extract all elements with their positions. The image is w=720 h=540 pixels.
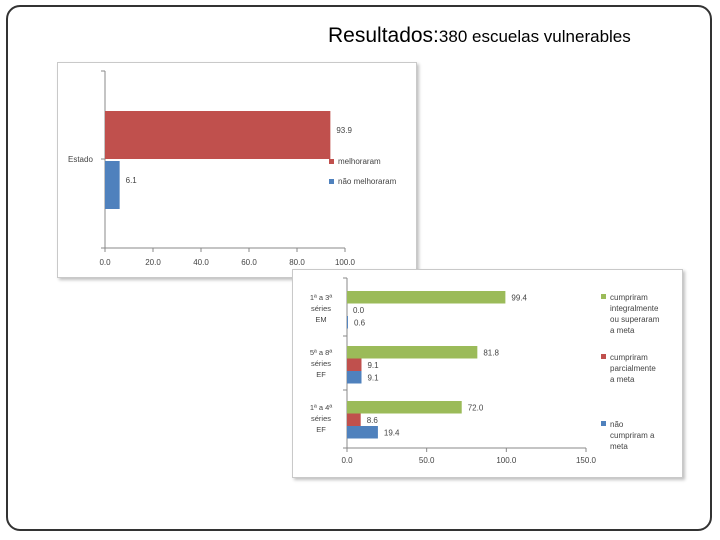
legend-label: a meta xyxy=(610,326,635,335)
category-label: 1ª a 4ª xyxy=(310,403,332,412)
x-tick-label: 0.0 xyxy=(341,456,353,465)
data-label: 93.9 xyxy=(336,126,352,135)
data-label: 9.1 xyxy=(367,374,379,383)
category-label: 5ª a 8ª xyxy=(310,348,332,357)
x-tick-label: 80.0 xyxy=(289,258,305,267)
x-tick-label: 60.0 xyxy=(241,258,257,267)
data-label: 9.1 xyxy=(367,361,379,370)
legend-label: cumpriram xyxy=(610,293,648,302)
category-label: EF xyxy=(316,370,326,379)
x-tick-label: 100.0 xyxy=(496,456,517,465)
x-tick-label: 40.0 xyxy=(193,258,209,267)
x-tick-label: 50.0 xyxy=(419,456,435,465)
category-label: séries xyxy=(311,359,331,368)
data-label: 6.1 xyxy=(126,176,138,185)
slide-title: Resultados:380 escuelas vulnerables xyxy=(328,24,631,48)
bar xyxy=(347,401,462,414)
bar xyxy=(347,346,478,359)
data-label: 8.6 xyxy=(367,416,379,425)
chart-estado-svg: 0.0 20.0 40.0 60.0 80.0 100.0 Estado 93.9 6.1 mel… xyxy=(68,70,397,267)
bar-melhoraram xyxy=(105,111,331,159)
data-label: 72.0 xyxy=(468,404,484,413)
legend-swatch xyxy=(601,354,606,359)
title-main: Resultados: xyxy=(328,24,439,47)
category-label: 1ª a 3ª xyxy=(310,293,332,302)
category-label: EF xyxy=(316,425,326,434)
bar xyxy=(347,316,348,329)
legend-swatch xyxy=(601,421,606,426)
bar xyxy=(347,371,362,384)
legend-label: cumpriram a xyxy=(610,431,655,440)
bar xyxy=(347,291,506,304)
legend-label: não xyxy=(610,420,624,429)
data-label: 99.4 xyxy=(511,294,527,303)
legend-label: melhoraram xyxy=(338,157,381,166)
x-tick-label: 0.0 xyxy=(99,258,111,267)
data-label: 81.8 xyxy=(483,349,499,358)
category-label: EM xyxy=(315,315,326,324)
legend-swatch xyxy=(329,159,334,164)
data-label: 0.6 xyxy=(354,319,366,328)
legend-label: ou superaram xyxy=(610,315,660,324)
title-sub: 380 escuelas vulnerables xyxy=(438,27,631,46)
legend-label: cumpriram xyxy=(610,353,648,362)
legend-label: a meta xyxy=(610,375,635,384)
x-tick-label: 150.0 xyxy=(576,456,597,465)
legend-label: não melhoraram xyxy=(338,177,397,186)
chart-series: 0.0 50.0 100.0 150.0 1ª a 3ª séries EM 99.4 0.0 0… xyxy=(292,269,683,478)
legend-label: meta xyxy=(610,442,628,451)
chart-series-svg: 0.0 50.0 100.0 150.0 1ª a 3ª séries EM 99.4 0.0 0… xyxy=(310,277,660,465)
category-label: Estado xyxy=(68,155,93,164)
data-label: 19.4 xyxy=(384,429,400,438)
legend-label: parcialmente xyxy=(610,364,656,373)
bar xyxy=(347,358,362,371)
x-tick-label: 20.0 xyxy=(145,258,161,267)
bar xyxy=(347,426,378,439)
legend-swatch xyxy=(329,179,334,184)
bar-nao-melhoraram xyxy=(105,161,120,209)
x-tick-label: 100.0 xyxy=(335,258,356,267)
chart-estado: 0.0 20.0 40.0 60.0 80.0 100.0 Estado 93.9 6.1 mel… xyxy=(57,62,417,278)
bar xyxy=(347,413,361,426)
category-label: séries xyxy=(311,304,331,313)
data-label: 0.0 xyxy=(353,306,365,315)
legend-swatch xyxy=(601,294,606,299)
legend-label: integralmente xyxy=(610,304,659,313)
category-label: séries xyxy=(311,414,331,423)
